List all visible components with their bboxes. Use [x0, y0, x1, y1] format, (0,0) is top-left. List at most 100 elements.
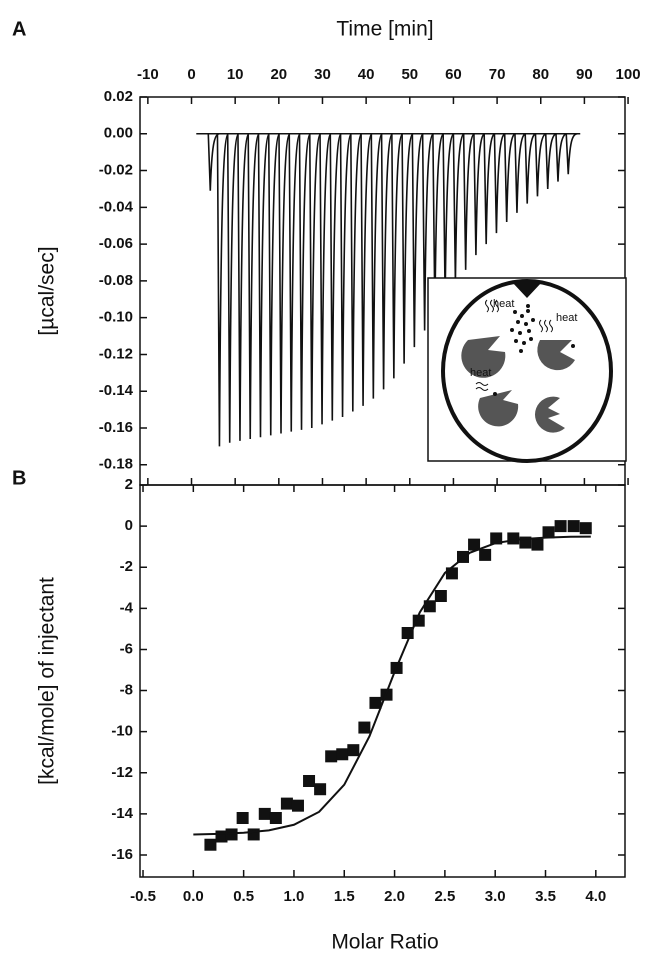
injection-peak [350, 132, 363, 412]
x-tick-label: 1.5 [334, 888, 355, 905]
ligands [493, 304, 575, 396]
data-point [347, 744, 360, 757]
injection-peak [226, 132, 240, 443]
injection-peak [308, 132, 322, 429]
injection-peak [237, 132, 250, 441]
y-tick-label: -0.14 [99, 382, 134, 399]
inset-label: heat [556, 312, 577, 324]
injection-peak [534, 132, 547, 197]
y-tick-label: -14 [111, 805, 133, 822]
x-tick-label: 100 [616, 66, 641, 83]
x-tick-label: 3.5 [535, 888, 556, 905]
data-point [542, 526, 555, 539]
injection-peak [544, 132, 557, 189]
x-tick-label: -0.5 [130, 888, 156, 905]
data-point [247, 828, 260, 841]
x-tick-label: 30 [314, 66, 331, 83]
data-point [579, 522, 592, 535]
y-axis-title: [kcal/mole] of injectant [36, 577, 59, 785]
data-point [303, 775, 316, 788]
panel-label: A [12, 18, 26, 40]
x-axis-title: Molar Ratio [331, 931, 438, 954]
inset-label: heat [470, 367, 491, 379]
x-tick-label: 4.0 [585, 888, 606, 905]
protein [461, 336, 506, 378]
x-tick-label: 50 [401, 66, 418, 83]
injection-peak [360, 132, 373, 406]
y-tick-label: -0.10 [99, 309, 133, 326]
injection-peak [493, 132, 506, 234]
y-tick-label: 0 [125, 517, 133, 534]
data-point [490, 532, 503, 545]
data-point [269, 812, 282, 825]
injection-peak [442, 132, 455, 300]
data-point [567, 520, 580, 533]
y-tick-label: -6 [120, 640, 133, 657]
y-tick-label: -0.08 [99, 272, 133, 289]
x-tick-label: -10 [137, 66, 159, 83]
y-tick-label: -4 [120, 599, 134, 616]
injection-peak [421, 132, 435, 331]
y-tick-label: 0.00 [104, 125, 133, 142]
injection-peak [339, 132, 353, 417]
data-point [468, 538, 481, 551]
data-point [336, 748, 349, 761]
heat-waves [475, 299, 553, 391]
x-tick-label: 3.0 [485, 888, 506, 905]
panel-label: B [12, 467, 26, 489]
data-point [258, 807, 271, 820]
y-tick-label: -0.16 [99, 419, 133, 436]
x-tick-label: 40 [358, 66, 375, 83]
injection-peak [216, 132, 229, 447]
y-tick-label: -16 [111, 846, 133, 863]
injection-peak [483, 132, 496, 245]
injection-peak [391, 132, 404, 379]
x-tick-label: 10 [227, 66, 244, 83]
injection-peak [278, 132, 291, 434]
injection-peak [565, 132, 578, 175]
injection-peak [380, 132, 394, 390]
y-tick-label: -12 [111, 764, 133, 781]
y-tick-label: -0.18 [99, 456, 133, 473]
data-point [358, 721, 371, 734]
x-tick-label: 2.5 [434, 888, 455, 905]
injection-peak [555, 132, 568, 182]
x-tick-label: 20 [270, 66, 287, 83]
x-tick-label: 2.0 [384, 888, 405, 905]
y-tick-label: -0.06 [99, 235, 133, 252]
x-axis-title: Time [min] [336, 18, 433, 41]
fit-line [193, 535, 591, 836]
data-point [434, 590, 447, 603]
data-point [479, 548, 492, 561]
injection-peak [514, 132, 527, 213]
x-tick-label: 0.5 [233, 888, 254, 905]
injection-peak [257, 132, 270, 438]
inset-label: heat [493, 298, 514, 310]
data-point [291, 799, 304, 812]
injection-peak [288, 132, 301, 432]
data-point [314, 783, 327, 796]
y-axis-title: [µcal/sec] [36, 246, 59, 335]
injection-peak [298, 132, 311, 430]
injection-peak [401, 132, 414, 364]
injection-peak [473, 132, 486, 256]
syringe-tip [512, 282, 542, 298]
y-tick-label: -0.02 [99, 162, 133, 179]
injection-peak [411, 132, 424, 348]
data-point [531, 538, 544, 551]
y-tick-label: -0.12 [99, 345, 133, 362]
x-tick-label: 90 [576, 66, 593, 83]
x-tick-label: 60 [445, 66, 462, 83]
y-tick-label: -10 [111, 723, 133, 740]
injection-peak [267, 132, 281, 436]
data-point [445, 567, 458, 580]
data-point [507, 532, 520, 545]
data-point [325, 750, 338, 763]
data-point [204, 838, 217, 851]
x-tick-label: 1.0 [284, 888, 305, 905]
x-tick-label: 0 [187, 66, 195, 83]
data-point [423, 600, 436, 613]
y-tick-label: 2 [125, 476, 133, 493]
protein [537, 340, 575, 371]
